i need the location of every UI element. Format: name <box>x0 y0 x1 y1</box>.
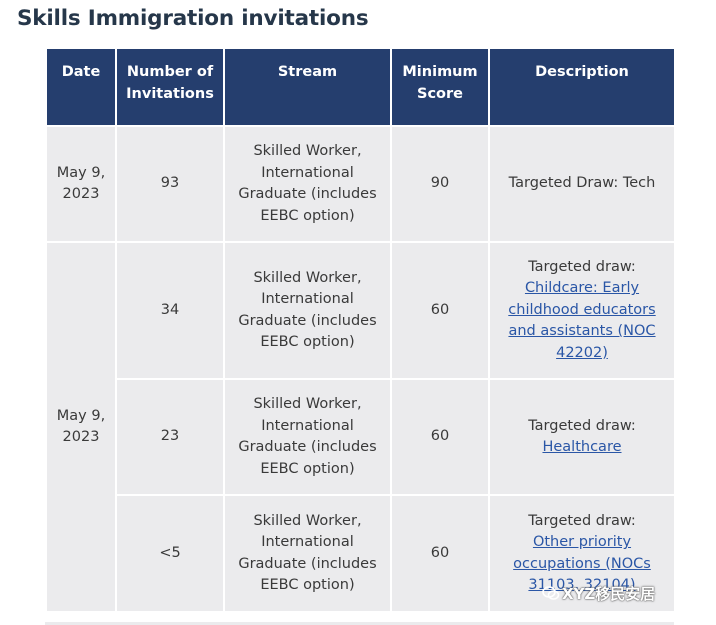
table-row: 23 Skilled Worker, International Graduat… <box>46 378 676 496</box>
invitations-table: Date Number of Invitations Stream Minimu… <box>45 47 676 613</box>
table-row: <5 Skilled Worker, International Graduat… <box>46 494 676 613</box>
table-bottom-edge <box>45 622 674 625</box>
score-cell: 90 <box>390 125 490 243</box>
stream-cell: Skilled Worker, International Graduate (… <box>223 125 392 243</box>
score-cell: 60 <box>390 494 490 613</box>
header-score: Minimum Score <box>390 47 490 127</box>
score-cell: 60 <box>390 241 490 380</box>
childcare-link[interactable]: Childcare: Early childhood educators and… <box>508 280 656 361</box>
description-text: Targeted draw: <box>528 417 636 434</box>
description-cell: Targeted draw: Healthcare <box>488 378 676 496</box>
description-cell: Targeted draw: Other priority occupation… <box>488 494 676 613</box>
score-cell: 60 <box>390 378 490 496</box>
header-stream: Stream <box>223 47 392 127</box>
date-cell: May 9, 2023 <box>45 241 117 613</box>
invitations-cell: 34 <box>115 241 225 380</box>
header-invitations: Number of Invitations <box>115 47 225 127</box>
description-cell: Targeted draw: Childcare: Early childhoo… <box>488 241 676 380</box>
table-header-row: Date Number of Invitations Stream Minimu… <box>45 47 676 127</box>
invitations-cell: 93 <box>115 125 225 243</box>
description-text: Targeted Draw: Tech <box>508 175 656 192</box>
description-text: Targeted draw: <box>528 258 636 275</box>
table-row: May 9, 2023 34 Skilled Worker, Internati… <box>45 241 676 613</box>
invitations-cell: <5 <box>115 494 225 613</box>
table-row: May 9, 2023 93 Skilled Worker, Internati… <box>45 125 676 243</box>
header-date: Date <box>45 47 117 127</box>
healthcare-link[interactable]: Healthcare <box>542 439 622 455</box>
invitations-cell: 23 <box>115 378 225 496</box>
page-title: Skills Immigration invitations <box>17 6 369 31</box>
stream-cell: Skilled Worker, International Graduate (… <box>223 378 392 496</box>
stream-cell: Skilled Worker, International Graduate (… <box>223 494 392 613</box>
watermark-text: XYZ移民安居 <box>562 585 656 603</box>
wechat-icon <box>542 586 560 600</box>
stream-cell: Skilled Worker, International Graduate (… <box>223 241 392 380</box>
description-cell: Targeted Draw: Tech <box>488 125 676 243</box>
other-priority-link[interactable]: Other priority occupations (NOCs 31103, … <box>513 534 651 593</box>
date-cell: May 9, 2023 <box>45 125 117 243</box>
header-description: Description <box>488 47 676 127</box>
description-text: Targeted draw: <box>528 512 636 529</box>
